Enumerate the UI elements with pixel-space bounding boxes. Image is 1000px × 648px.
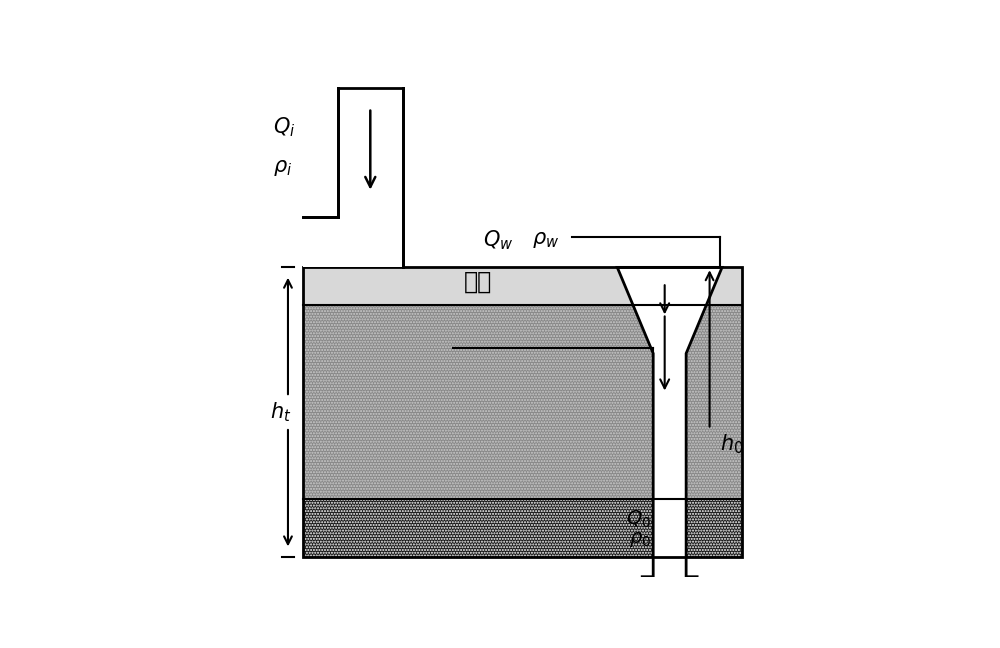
- Text: $Q_w$: $Q_w$: [483, 228, 513, 251]
- Text: $Q_0$: $Q_0$: [626, 509, 651, 530]
- Bar: [303, 268, 742, 305]
- Bar: [303, 305, 742, 499]
- Text: $Q_i$: $Q_i$: [273, 116, 295, 139]
- Text: $h_0$: $h_0$: [720, 433, 743, 456]
- Text: 清水: 清水: [463, 270, 492, 294]
- Text: $h_t$: $h_t$: [270, 400, 291, 424]
- Bar: [303, 218, 403, 268]
- Polygon shape: [617, 268, 722, 632]
- Text: $\rho_w$: $\rho_w$: [532, 230, 560, 250]
- Bar: [303, 268, 742, 557]
- Text: $\rho_i$: $\rho_i$: [273, 157, 292, 178]
- Bar: [303, 305, 742, 499]
- Bar: [338, 87, 403, 218]
- Bar: [303, 499, 742, 557]
- Text: $\rho_0$: $\rho_0$: [629, 530, 651, 549]
- Bar: [303, 499, 742, 557]
